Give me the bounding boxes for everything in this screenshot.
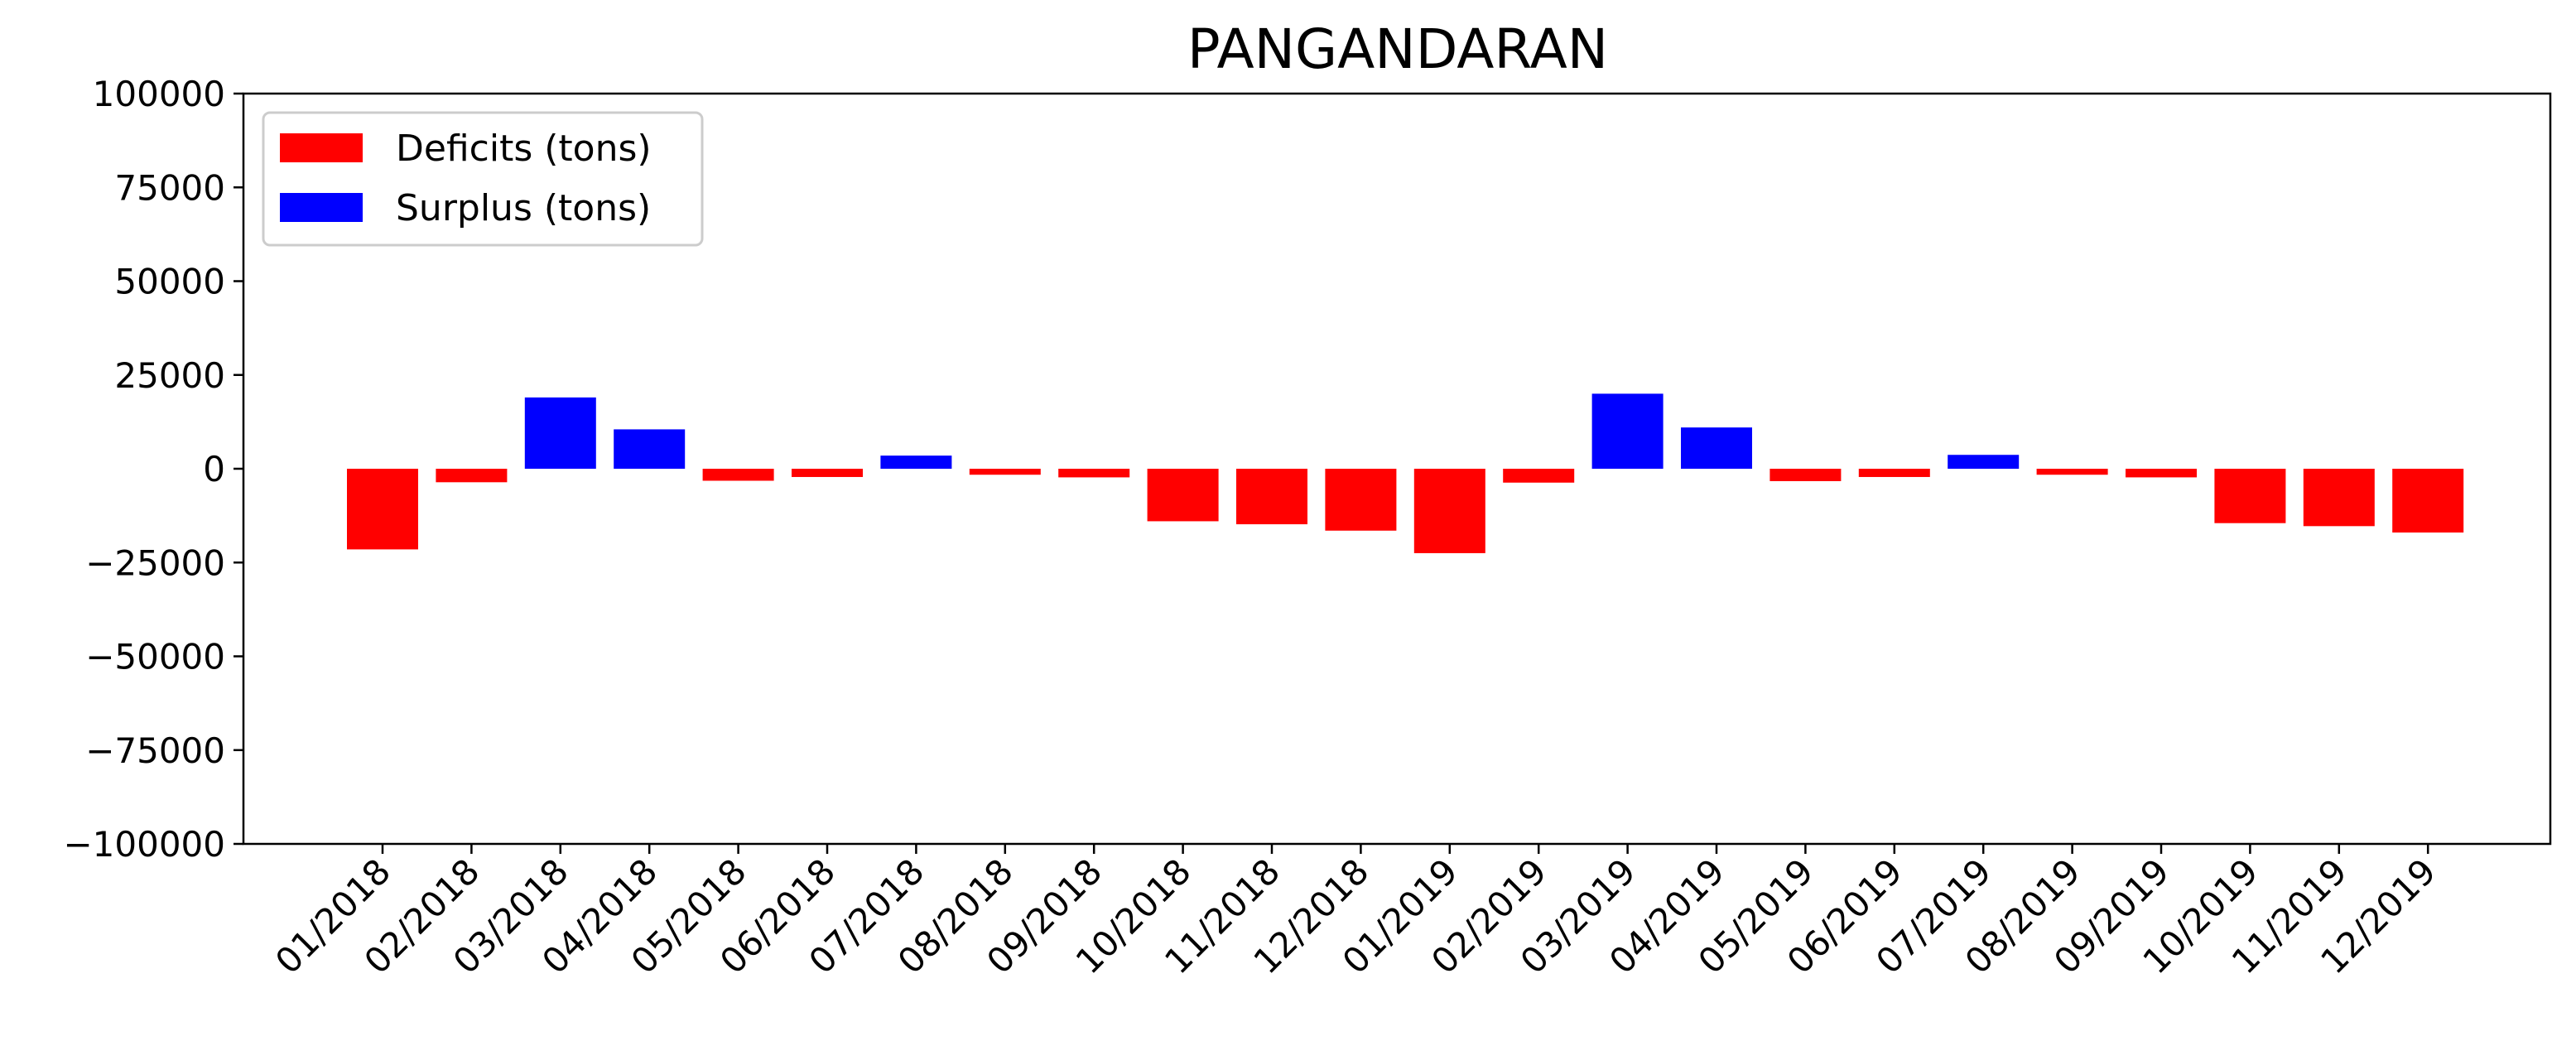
y-tick-label: −75000 bbox=[85, 730, 225, 771]
deficit-bar-10-2018 bbox=[1147, 469, 1219, 522]
deficit-bar-08-2019 bbox=[2036, 469, 2108, 475]
surplus-bar-04-2019 bbox=[1681, 427, 1752, 469]
chart-title: PANGANDARAN bbox=[1187, 17, 1608, 81]
y-tick-label: 25000 bbox=[114, 355, 225, 396]
y-tick-label: 50000 bbox=[114, 262, 225, 302]
surplus-bar-07-2018 bbox=[880, 455, 952, 469]
deficit-bar-02-2018 bbox=[436, 469, 508, 483]
y-tick-label: 100000 bbox=[93, 74, 225, 114]
deficit-bar-05-2019 bbox=[1769, 469, 1842, 481]
legend-label-surplus: Surplus (tons) bbox=[396, 187, 651, 229]
surplus-bar-07-2019 bbox=[1948, 455, 2020, 469]
deficit-bar-05-2018 bbox=[702, 469, 774, 481]
y-tick-label: −50000 bbox=[85, 637, 225, 677]
legend-label-deficits: Deficits (tons) bbox=[396, 128, 652, 170]
y-axis: 100000 75000 50000 25000 0 −25000 −50000 −75000… bbox=[63, 74, 243, 865]
surplus-bar-03-2019 bbox=[1591, 393, 1664, 469]
deficit-bar-12-2018 bbox=[1325, 469, 1397, 531]
deficit-bar-01-2019 bbox=[1413, 469, 1485, 553]
deficit-bar-11-2019 bbox=[2303, 469, 2375, 527]
deficit-bar-11-2018 bbox=[1236, 469, 1307, 525]
deficit-bar-09-2018 bbox=[1058, 469, 1130, 478]
deficit-bar-06-2019 bbox=[1858, 469, 1930, 477]
deficit-bar-12-2019 bbox=[2392, 469, 2464, 533]
deficit-bar-08-2018 bbox=[969, 469, 1041, 475]
x-axis: 01/201802/201803/201804/201805/201806/20… bbox=[267, 844, 2444, 981]
surplus-bar-03-2018 bbox=[524, 397, 596, 469]
legend-swatch-deficits bbox=[280, 133, 363, 162]
y-tick-label: −100000 bbox=[63, 824, 225, 865]
legend-swatch-surplus bbox=[280, 193, 363, 222]
deficit-bar-09-2019 bbox=[2126, 469, 2197, 478]
deficit-bar-02-2019 bbox=[1503, 469, 1575, 483]
y-tick-label: 0 bbox=[203, 449, 225, 489]
surplus-bar-04-2018 bbox=[614, 429, 686, 469]
bars-group bbox=[347, 393, 2464, 553]
deficit-bar-01-2018 bbox=[347, 469, 418, 550]
legend: Deficits (tons) Surplus (tons) bbox=[262, 111, 704, 247]
legend-frame bbox=[262, 111, 704, 247]
deficit-bar-06-2018 bbox=[792, 469, 863, 477]
y-tick-label: 75000 bbox=[114, 167, 225, 208]
deficit-bar-10-2019 bbox=[2214, 469, 2286, 523]
y-tick-label: −25000 bbox=[85, 542, 225, 583]
